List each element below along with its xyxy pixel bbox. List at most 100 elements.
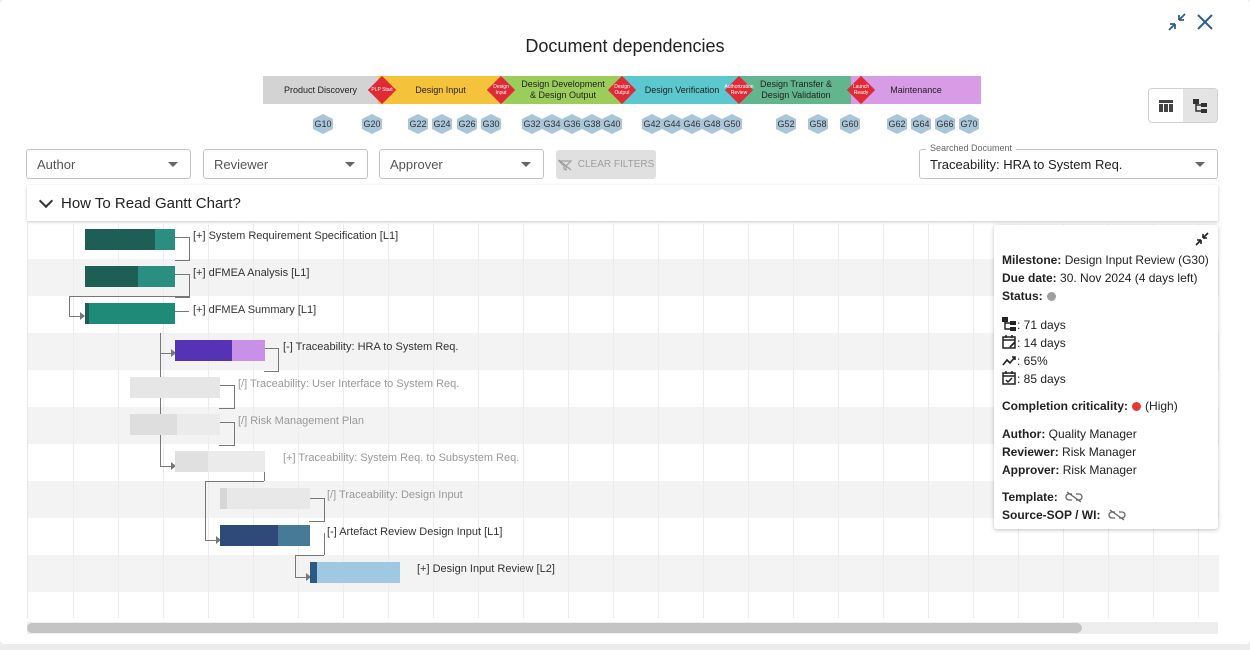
- clear-filters-label: CLEAR FILTERS: [577, 159, 655, 170]
- grid-line: [433, 222, 434, 618]
- approver-filter-label: Approver: [390, 156, 443, 172]
- link-off-icon[interactable]: [1065, 491, 1083, 503]
- metric-duration: : 71 days: [1002, 317, 1066, 332]
- gantt-bar-label: [+] dFMEA Analysis [L1]: [193, 267, 310, 279]
- bar-progress: [130, 414, 177, 435]
- grid-line: [658, 222, 659, 618]
- gantt-bar[interactable]: [85, 266, 175, 287]
- milestone-hex[interactable]: G52: [776, 114, 796, 134]
- gate-authorization-review: Authorization Review: [724, 75, 754, 105]
- gantt-bar[interactable]: [130, 377, 220, 398]
- approver-value: Risk Manager: [1062, 463, 1137, 477]
- link-off-icon[interactable]: [1108, 509, 1126, 521]
- bar-remaining: [130, 377, 220, 398]
- milestone-hex[interactable]: G30: [481, 114, 501, 134]
- gantt-bar-label: [/] Traceability: Design Input: [327, 489, 463, 501]
- grid-line: [478, 222, 479, 618]
- milestone-hex[interactable]: G38: [582, 114, 602, 134]
- metric-remaining-value: : 14 days: [1017, 336, 1066, 350]
- approver-line: Approver: Risk Manager: [1002, 463, 1137, 477]
- milestone-hex[interactable]: G34: [542, 114, 562, 134]
- grid-line: [748, 222, 749, 618]
- connector-arrow: [216, 536, 221, 544]
- milestone-hex[interactable]: G40: [602, 114, 622, 134]
- milestone-hex[interactable]: G58: [808, 114, 828, 134]
- bar-progress: [85, 266, 138, 287]
- reviewer-filter-label: Reviewer: [214, 156, 269, 172]
- due-date-line: Due date: 30. Nov 2024 (4 days left): [1002, 271, 1197, 285]
- milestone-hex[interactable]: G26: [457, 114, 477, 134]
- approver-filter[interactable]: Approver: [379, 149, 544, 179]
- calendar-check-icon: [1002, 371, 1016, 385]
- minimize-button[interactable]: [1165, 10, 1189, 34]
- milestone-key: Milestone:: [1002, 253, 1062, 267]
- gate-label: Authorization Review: [724, 84, 754, 96]
- grid-line: [973, 222, 974, 618]
- milestone-hex[interactable]: G24: [432, 114, 452, 134]
- reviewer-filter[interactable]: Reviewer: [203, 149, 368, 179]
- phase-product-discovery: Product Discovery: [263, 76, 378, 104]
- grid-line: [523, 222, 524, 618]
- dependency-connector: [205, 481, 264, 483]
- author-filter[interactable]: Author: [26, 149, 191, 179]
- author-filter-label: Author: [37, 156, 76, 172]
- grid-line: [118, 222, 119, 618]
- how-to-read-accordion[interactable]: How To Read Gantt Chart?: [27, 185, 1218, 221]
- milestone-hex[interactable]: G66: [935, 114, 955, 134]
- metric-duration-value: : 71 days: [1017, 318, 1066, 332]
- dependency-connector: [175, 237, 190, 261]
- dropdown-caret-icon: [521, 162, 531, 167]
- milestone-hex[interactable]: G22: [408, 114, 428, 134]
- due-date-value: 30. Nov 2024 (4 days left): [1060, 271, 1198, 285]
- bar-progress: [85, 229, 155, 250]
- dependency-connector: [69, 296, 189, 298]
- how-to-read-title: How To Read Gantt Chart?: [61, 194, 241, 212]
- gantt-bar[interactable]: [220, 488, 310, 509]
- gantt-bar-selected[interactable]: [175, 340, 265, 361]
- dependency-connector: [295, 555, 297, 577]
- trending-up-icon: [1002, 356, 1016, 366]
- dependency-connector: [309, 498, 325, 522]
- bar-remaining: [208, 451, 265, 472]
- milestone-hex[interactable]: G70: [959, 114, 979, 134]
- bar-progress: [220, 525, 278, 546]
- tree-view-button[interactable]: [1183, 89, 1217, 122]
- searched-document-select[interactable]: Traceability: HRA to System Req.: [919, 149, 1218, 179]
- dependency-connector: [175, 311, 189, 313]
- dropdown-caret-icon: [345, 162, 355, 167]
- grid-line: [838, 222, 839, 618]
- close-button[interactable]: [1193, 10, 1217, 34]
- gantt-bar[interactable]: [85, 303, 175, 324]
- dependency-connector: [205, 540, 216, 542]
- milestone-hex[interactable]: G20: [362, 114, 382, 134]
- gantt-bar[interactable]: [310, 562, 400, 583]
- table-view-button[interactable]: [1149, 89, 1183, 122]
- dependency-connector: [324, 533, 326, 555]
- milestone-hex[interactable]: G32: [522, 114, 542, 134]
- milestone-hex[interactable]: G46: [682, 114, 702, 134]
- milestone-hex[interactable]: G50: [722, 114, 742, 134]
- horizontal-scrollbar[interactable]: [27, 623, 1082, 633]
- gantt-bar[interactable]: [220, 525, 310, 546]
- milestone-hex[interactable]: G44: [662, 114, 682, 134]
- milestone-hex[interactable]: G42: [642, 114, 662, 134]
- grid-line: [703, 222, 704, 618]
- gantt-bar-label: [+] dFMEA Summary [L1]: [193, 304, 317, 316]
- milestone-hex[interactable]: G62: [887, 114, 907, 134]
- milestone-hex[interactable]: G48: [702, 114, 722, 134]
- clear-filters-button[interactable]: CLEAR FILTERS: [556, 150, 656, 179]
- collapse-arrows-icon: [1195, 232, 1209, 246]
- dependency-connector: [175, 274, 190, 298]
- gantt-bar[interactable]: [130, 414, 220, 435]
- dependency-connector: [205, 481, 207, 540]
- grid-line: [793, 222, 794, 618]
- bar-remaining: [155, 229, 175, 250]
- milestone-hex[interactable]: G60: [840, 114, 860, 134]
- milestone-hex[interactable]: G10: [313, 114, 333, 134]
- milestone-hex[interactable]: G64: [911, 114, 931, 134]
- gantt-bar[interactable]: [175, 451, 265, 472]
- gate-design-output: Design Output: [607, 75, 637, 105]
- collapse-panel-button[interactable]: [1194, 231, 1210, 247]
- gantt-bar[interactable]: [85, 229, 175, 250]
- milestone-hex[interactable]: G36: [562, 114, 582, 134]
